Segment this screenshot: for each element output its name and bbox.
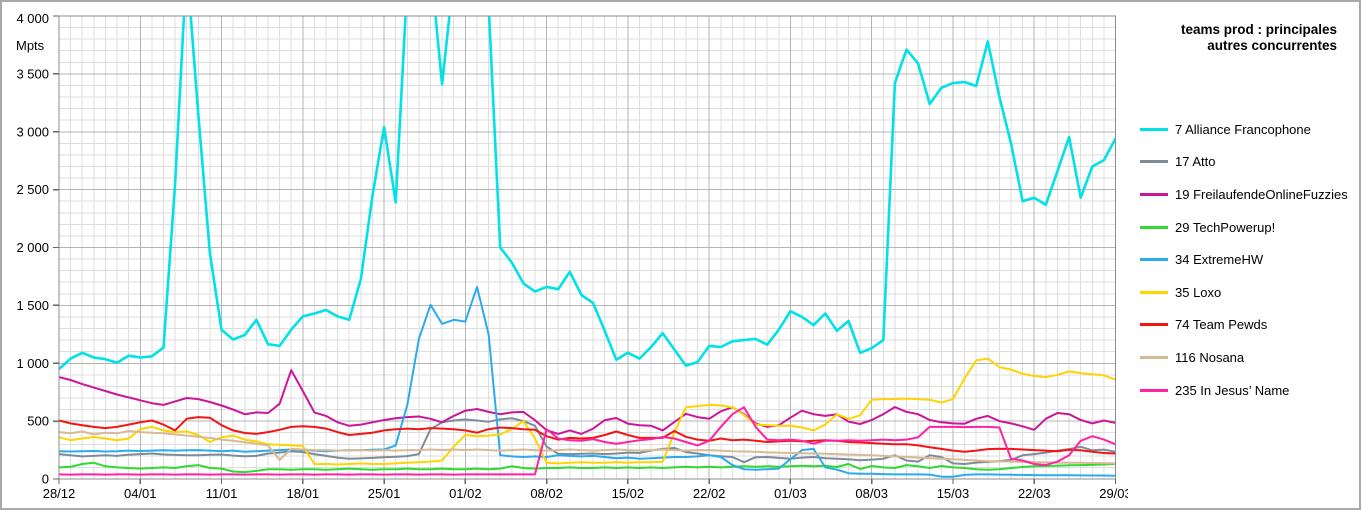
legend-label: 19 FreilaufendeOnlineFuzzies [1175, 186, 1348, 202]
x-tick-label: 29/03 [1099, 486, 1132, 501]
legend-swatch [1140, 225, 1168, 229]
series-line-116-nosana [59, 430, 1116, 465]
axis-ticks [53, 15, 1117, 484]
series-line-7-alliance-francophone [59, 16, 1116, 371]
legend-label: 17 Atto [1175, 154, 1216, 170]
series-line-29-techpowerup! [59, 461, 1116, 474]
series-line-35-loxo [59, 357, 1116, 466]
x-tick-label: 22/02 [693, 486, 726, 501]
legend-label: 7 Alliance Francophone [1175, 121, 1311, 137]
series-line-74-team-pewds [59, 416, 1116, 455]
legend-swatch [1140, 192, 1168, 196]
legend-swatch [1140, 290, 1168, 294]
legend-swatch [1140, 355, 1168, 359]
legend-label: 29 TechPowerup! [1175, 219, 1276, 235]
x-tick-label: 18/01 [287, 486, 320, 501]
x-tick-label: 01/03 [774, 486, 807, 501]
x-tick-label: 01/02 [449, 486, 482, 501]
legend-swatch [1140, 323, 1168, 327]
legend-item: 19 FreilaufendeOnlineFuzzies [1140, 178, 1353, 211]
x-tick-label: 22/03 [1018, 486, 1051, 501]
legend-label: 235 In Jesus’ Name [1175, 382, 1290, 398]
chart-title: teams prod : principales autres concurre… [1180, 22, 1337, 53]
legend-item: 7 Alliance Francophone [1140, 113, 1353, 146]
y-tick-label: 3 000 [16, 124, 49, 139]
legend-item: 17 Atto [1140, 146, 1353, 179]
y-tick-label: 0 [42, 472, 49, 487]
x-tick-label: 04/01 [124, 486, 157, 501]
x-tick-label: 08/02 [530, 486, 563, 501]
y-tick-label: 3 500 [16, 66, 49, 81]
legend-item: 34 ExtremeHW [1140, 243, 1353, 276]
legend-swatch [1140, 388, 1168, 392]
x-tick-label: 15/03 [937, 486, 970, 501]
x-tick-label: 08/03 [855, 486, 888, 501]
y-tick-label: 1 000 [16, 356, 49, 371]
legend-item: 116 Nosana [1140, 341, 1353, 374]
legend-items: 7 Alliance Francophone 17 Atto 19 Freilauf… [1140, 113, 1353, 406]
y-tick-label: 2 500 [16, 182, 49, 197]
series-line-17-atto [59, 417, 1116, 465]
series-line-235-in-jesus’-name [59, 406, 1116, 476]
y-axis-unit-label: Mpts [16, 38, 45, 53]
legend-swatch [1140, 160, 1168, 164]
legend-label: 116 Nosana [1175, 349, 1245, 365]
legend-item: 235 In Jesus’ Name [1140, 374, 1353, 407]
legend-item: 29 TechPowerup! [1140, 211, 1353, 244]
series-line-34-extremehw [59, 285, 1116, 478]
x-tick-label: 25/01 [368, 486, 401, 501]
legend-item: 74 Team Pewds [1140, 309, 1353, 342]
y-tick-label: 2 000 [16, 240, 49, 255]
series-line-19-freilaufendeonlinefuzzies [59, 369, 1116, 435]
y-tick-label: 4 000 [16, 11, 49, 26]
legend-label: 35 Loxo [1175, 284, 1222, 300]
x-tick-label: 28/12 [43, 486, 76, 501]
legend-swatch [1140, 127, 1168, 131]
axis-labels: 28/12 04/01 11/01 18/01 25/01 01/02 08/02 15/02… [16, 11, 1131, 501]
legend: teams prod : principales autres concurre… [1128, 2, 1353, 508]
legend-label: 34 ExtremeHW [1175, 252, 1264, 268]
legend-label: 74 Team Pewds [1175, 317, 1268, 333]
x-tick-label: 11/01 [206, 486, 238, 501]
y-tick-label: 1 500 [16, 298, 49, 313]
legend-swatch [1140, 258, 1168, 262]
y-tick-label: 500 [27, 414, 49, 429]
legend-item: 35 Loxo [1140, 276, 1353, 309]
x-tick-label: 15/02 [612, 486, 645, 501]
